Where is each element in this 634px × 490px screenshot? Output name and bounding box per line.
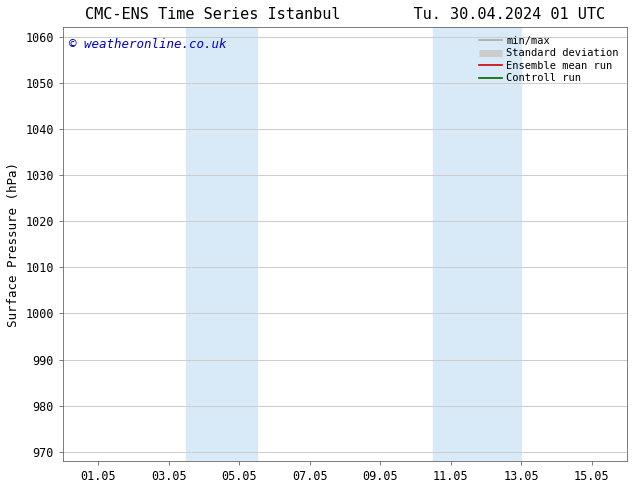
Text: © weatheronline.co.uk: © weatheronline.co.uk — [68, 38, 226, 51]
Bar — [186, 27, 257, 461]
Bar — [433, 27, 521, 461]
Y-axis label: Surface Pressure (hPa): Surface Pressure (hPa) — [7, 162, 20, 327]
Title: CMC-ENS Time Series Istanbul        Tu. 30.04.2024 01 UTC: CMC-ENS Time Series Istanbul Tu. 30.04.2… — [85, 7, 605, 22]
Legend: min/max, Standard deviation, Ensemble mean run, Controll run: min/max, Standard deviation, Ensemble me… — [476, 32, 622, 87]
